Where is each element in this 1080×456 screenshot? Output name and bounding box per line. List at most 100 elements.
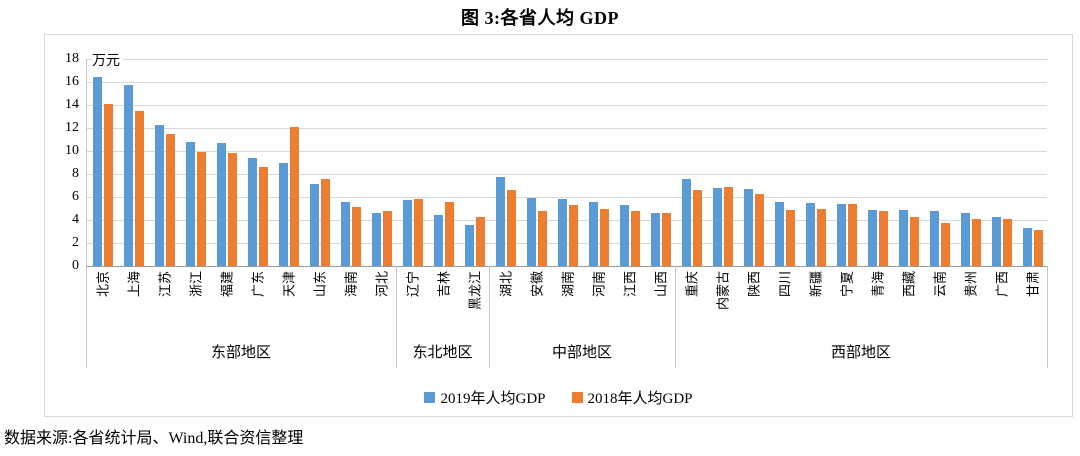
x-axis-label-text: 吉林 bbox=[436, 271, 451, 298]
y-axis-line bbox=[86, 59, 87, 368]
x-axis-label-text: 贵州 bbox=[963, 271, 978, 298]
y-axis-tick-0: 0 bbox=[72, 258, 79, 273]
x-axis-label-重庆: 重庆 bbox=[675, 269, 706, 341]
bar-2019-四川 bbox=[775, 201, 784, 266]
y-axis-tick-10: 10 bbox=[65, 143, 79, 158]
bar-2018-宁夏 bbox=[848, 203, 857, 266]
x-axis-label-浙江: 浙江 bbox=[179, 269, 210, 341]
bar-2018-陕西 bbox=[755, 193, 764, 266]
bar-2018-广西 bbox=[1003, 218, 1012, 266]
bar-2019-上海 bbox=[124, 85, 133, 266]
x-axis-label-text: 辽宁 bbox=[405, 271, 420, 298]
figure-title: 图 3:各省人均 GDP bbox=[461, 8, 619, 28]
bar-2019-青海 bbox=[868, 209, 877, 266]
x-axis-label-宁夏: 宁夏 bbox=[830, 269, 861, 341]
x-axis-label-新疆: 新疆 bbox=[799, 269, 830, 341]
x-axis-label-text: 福建 bbox=[219, 271, 234, 298]
x-axis-label-河北: 河北 bbox=[365, 269, 396, 341]
x-axis-label-text: 海南 bbox=[343, 271, 358, 298]
x-axis-label-text: 内蒙古 bbox=[715, 271, 730, 311]
bar-2019-北京 bbox=[93, 77, 102, 266]
bar-2019-内蒙古 bbox=[713, 187, 722, 266]
y-axis-tick-8: 8 bbox=[72, 166, 79, 181]
x-axis-label-北京: 北京 bbox=[86, 269, 117, 341]
bar-2018-天津 bbox=[290, 126, 299, 266]
x-axis-label-text: 四川 bbox=[777, 271, 792, 298]
gridline-8 bbox=[86, 174, 1047, 175]
bar-2018-河南 bbox=[600, 208, 609, 266]
bar-2018-吉林 bbox=[445, 201, 454, 266]
gridline-18 bbox=[86, 59, 1047, 60]
bar-2018-江西 bbox=[631, 210, 640, 266]
x-axis-label-江苏: 江苏 bbox=[148, 269, 179, 341]
bar-2019-新疆 bbox=[806, 202, 815, 266]
x-axis-label-text: 河南 bbox=[591, 271, 606, 298]
bar-2018-上海 bbox=[135, 110, 144, 266]
bar-2019-山东 bbox=[310, 184, 319, 266]
bar-2019-云南 bbox=[930, 210, 939, 266]
x-axis-label-广东: 广东 bbox=[241, 269, 272, 341]
bar-2019-广东 bbox=[248, 157, 257, 266]
x-axis-label-text: 广东 bbox=[250, 271, 265, 298]
category-divider-4 bbox=[1047, 266, 1048, 368]
x-axis-label-text: 北京 bbox=[95, 271, 110, 298]
bar-2018-海南 bbox=[352, 207, 361, 266]
bar-2018-辽宁 bbox=[414, 199, 423, 266]
category-divider-2 bbox=[489, 266, 490, 368]
x-axis-label-text: 湖南 bbox=[560, 271, 575, 298]
x-axis-label-广西: 广西 bbox=[985, 269, 1016, 341]
bar-2019-天津 bbox=[279, 162, 288, 266]
x-axis-label-text: 山东 bbox=[312, 271, 327, 298]
x-axis-label-text: 河北 bbox=[374, 271, 389, 298]
gridline-16 bbox=[86, 82, 1047, 83]
x-axis-label-text: 新疆 bbox=[808, 271, 823, 298]
bar-2018-浙江 bbox=[197, 152, 206, 266]
bar-2019-西藏 bbox=[899, 209, 908, 266]
bar-2019-黑龙江 bbox=[465, 224, 474, 266]
bar-2018-北京 bbox=[104, 103, 113, 266]
x-axis-label-河南: 河南 bbox=[582, 269, 613, 341]
x-axis-label-text: 浙江 bbox=[188, 271, 203, 298]
x-axis-label-text: 安徽 bbox=[529, 271, 544, 298]
bar-2019-江苏 bbox=[155, 124, 164, 266]
x-axis-label-江西: 江西 bbox=[613, 269, 644, 341]
x-axis-label-text: 湖北 bbox=[498, 271, 513, 298]
y-axis-tick-4: 4 bbox=[72, 212, 79, 227]
legend-label-2019: 2019年人均GDP bbox=[440, 391, 546, 407]
x-axis-label-四川: 四川 bbox=[768, 269, 799, 341]
bar-2018-黑龙江 bbox=[476, 216, 485, 266]
x-axis-label-吉林: 吉林 bbox=[427, 269, 458, 341]
y-axis-tick-14: 14 bbox=[65, 97, 79, 112]
gridline-12 bbox=[86, 128, 1047, 129]
bar-2018-山西 bbox=[662, 213, 671, 266]
x-axis-label-上海: 上海 bbox=[117, 269, 148, 341]
bar-2018-甘肃 bbox=[1034, 230, 1043, 266]
legend-label-2018: 2018年人均GDP bbox=[587, 391, 693, 407]
x-axis-label-山东: 山东 bbox=[303, 269, 334, 341]
x-axis-label-text: 重庆 bbox=[684, 271, 699, 298]
category-divider-3 bbox=[675, 266, 676, 368]
x-axis-label-内蒙古: 内蒙古 bbox=[706, 269, 737, 341]
bar-2018-安徽 bbox=[538, 210, 547, 266]
x-axis-label-青海: 青海 bbox=[861, 269, 892, 341]
bar-2019-辽宁 bbox=[403, 200, 412, 266]
y-axis-tick-12: 12 bbox=[65, 120, 79, 135]
bar-2018-内蒙古 bbox=[724, 186, 733, 266]
bar-2018-重庆 bbox=[693, 190, 702, 266]
x-axis-label-湖南: 湖南 bbox=[551, 269, 582, 341]
x-axis-label-text: 山西 bbox=[653, 271, 668, 298]
region-label-西部地区: 西部地区 bbox=[830, 345, 891, 361]
bar-2019-河北 bbox=[372, 213, 381, 266]
bar-2019-贵州 bbox=[961, 213, 970, 266]
bar-2018-湖南 bbox=[569, 205, 578, 266]
legend: 2019年人均GDP 2018年人均GDP bbox=[45, 387, 1072, 408]
x-axis-label-云南: 云南 bbox=[923, 269, 954, 341]
x-axis-label-辽宁: 辽宁 bbox=[396, 269, 427, 341]
bar-2019-宁夏 bbox=[837, 203, 846, 266]
bar-2018-福建 bbox=[228, 153, 237, 266]
gridline-6 bbox=[86, 197, 1047, 198]
bar-2019-重庆 bbox=[682, 178, 691, 266]
x-axis-label-text: 西藏 bbox=[901, 271, 916, 298]
bar-2019-山西 bbox=[651, 213, 660, 266]
category-divider-1 bbox=[396, 266, 397, 368]
